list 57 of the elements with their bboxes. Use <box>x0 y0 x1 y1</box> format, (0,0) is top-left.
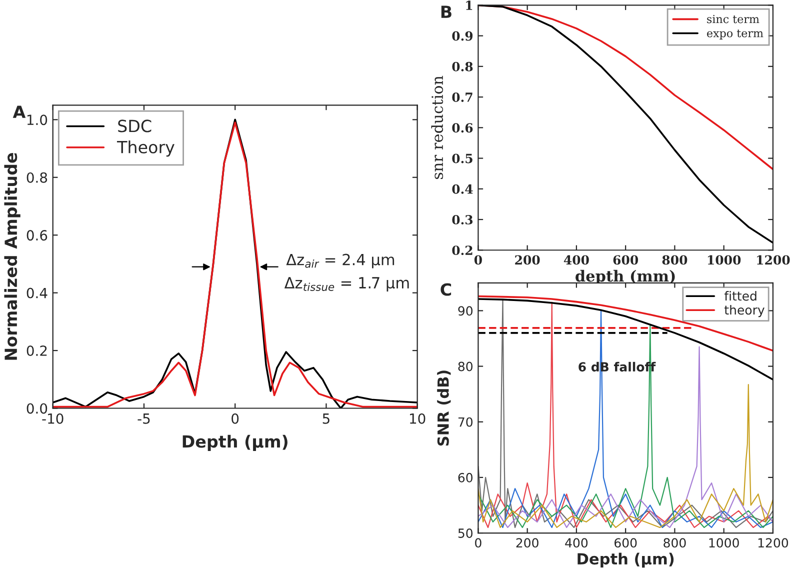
y-tick-label: 0.2 <box>452 246 472 256</box>
x-tick-label: 5 <box>322 414 330 424</box>
y-tick-label: 0.8 <box>452 62 473 72</box>
y-tick-label: 0.0 <box>26 403 48 414</box>
annotation: Δz$_{tissue}$ = 1.7 μm <box>284 277 409 292</box>
x-axis-title: depth (mm) <box>576 270 675 285</box>
legend-label: fitted <box>724 291 756 301</box>
y-axis-title: snr reduction <box>431 76 444 180</box>
y-axis-title: SNR (dB) <box>437 370 451 446</box>
x-tick-label: 200 <box>516 538 538 548</box>
chart-title: A <box>12 106 26 118</box>
x-axis-title: Depth (μm) <box>578 552 674 568</box>
y-tick-label: 80 <box>458 362 473 372</box>
y-tick-label: 0.6 <box>452 123 473 133</box>
x-tick-label: 600 <box>613 255 638 265</box>
legend-label: SDC <box>118 120 152 132</box>
y-tick-label: 0.9 <box>452 31 473 41</box>
annotation: Δz$_{air}$ = 2.4 μm <box>286 254 394 268</box>
x-tick-label: 1000 <box>709 538 739 548</box>
y-tick-label: 0.5 <box>452 154 472 164</box>
x-axis-title: Depth (μm) <box>182 434 288 452</box>
y-tick-label: 50 <box>458 528 473 538</box>
legend-label: sinc term <box>707 14 760 24</box>
x-tick-label: 10 <box>410 413 426 424</box>
y-tick-label: 0.7 <box>452 92 472 102</box>
x-tick-label: 200 <box>515 255 540 265</box>
y-tick-label: 1 <box>466 0 472 10</box>
y-tick-label: 70 <box>458 417 473 427</box>
x-tick-label: 1200 <box>758 538 788 548</box>
x-tick-label: 600 <box>614 538 637 548</box>
y-tick-label: 0.6 <box>26 230 48 241</box>
x-tick-label: 800 <box>662 255 688 265</box>
x-tick-label: 400 <box>564 255 589 265</box>
y-tick-label: 0.4 <box>26 288 48 298</box>
legend-label: expo term <box>707 30 764 40</box>
x-tick-label: 1000 <box>708 255 741 265</box>
y-tick-label: 0.2 <box>26 346 47 356</box>
y-tick-label: 60 <box>458 472 473 482</box>
line-series <box>478 384 773 528</box>
x-tick-label: 1200 <box>757 255 790 265</box>
chart-title: B <box>441 6 452 18</box>
y-tick-label: 0.8 <box>26 172 48 183</box>
chart-title: C <box>440 283 452 296</box>
x-tick-label: 0 <box>475 538 482 548</box>
y-tick-label: 90 <box>458 306 473 316</box>
y-axis-title: Normalized Amplitude <box>4 153 20 360</box>
x-tick-label: -5 <box>138 414 150 424</box>
x-tick-label: 400 <box>565 538 588 548</box>
x-tick-label: 800 <box>664 538 686 548</box>
x-tick-label: 0 <box>474 255 482 265</box>
y-tick-label: 0.4 <box>452 184 473 194</box>
y-tick-label: 0.3 <box>452 214 473 224</box>
y-tick-label: 1.0 <box>27 114 48 126</box>
legend-label: Theory <box>116 140 174 157</box>
legend-label: theory <box>724 305 764 318</box>
x-tick-label: -10 <box>42 413 64 424</box>
x-tick-label: 0 <box>232 413 239 424</box>
